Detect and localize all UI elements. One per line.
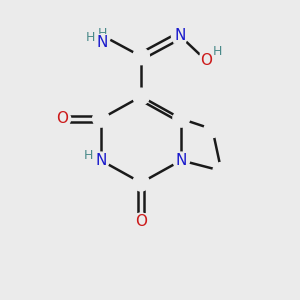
Circle shape xyxy=(133,48,149,65)
Text: O: O xyxy=(56,111,68,126)
Circle shape xyxy=(173,110,190,127)
Circle shape xyxy=(213,163,230,179)
Text: N: N xyxy=(174,28,185,43)
Text: N: N xyxy=(97,34,108,50)
Text: H: H xyxy=(84,148,93,162)
Circle shape xyxy=(133,174,149,191)
Text: O: O xyxy=(135,214,147,229)
Circle shape xyxy=(93,152,109,169)
Circle shape xyxy=(93,110,109,127)
Circle shape xyxy=(54,110,70,127)
Text: H: H xyxy=(98,27,107,40)
Circle shape xyxy=(133,88,149,105)
Text: N: N xyxy=(95,153,106,168)
Text: H: H xyxy=(213,45,223,58)
Circle shape xyxy=(198,52,215,69)
Text: O: O xyxy=(200,53,212,68)
Circle shape xyxy=(94,27,111,44)
Circle shape xyxy=(204,121,221,137)
Text: N: N xyxy=(176,153,187,168)
Circle shape xyxy=(171,27,188,44)
Circle shape xyxy=(133,213,149,230)
Text: H: H xyxy=(85,32,94,44)
Circle shape xyxy=(173,152,190,169)
